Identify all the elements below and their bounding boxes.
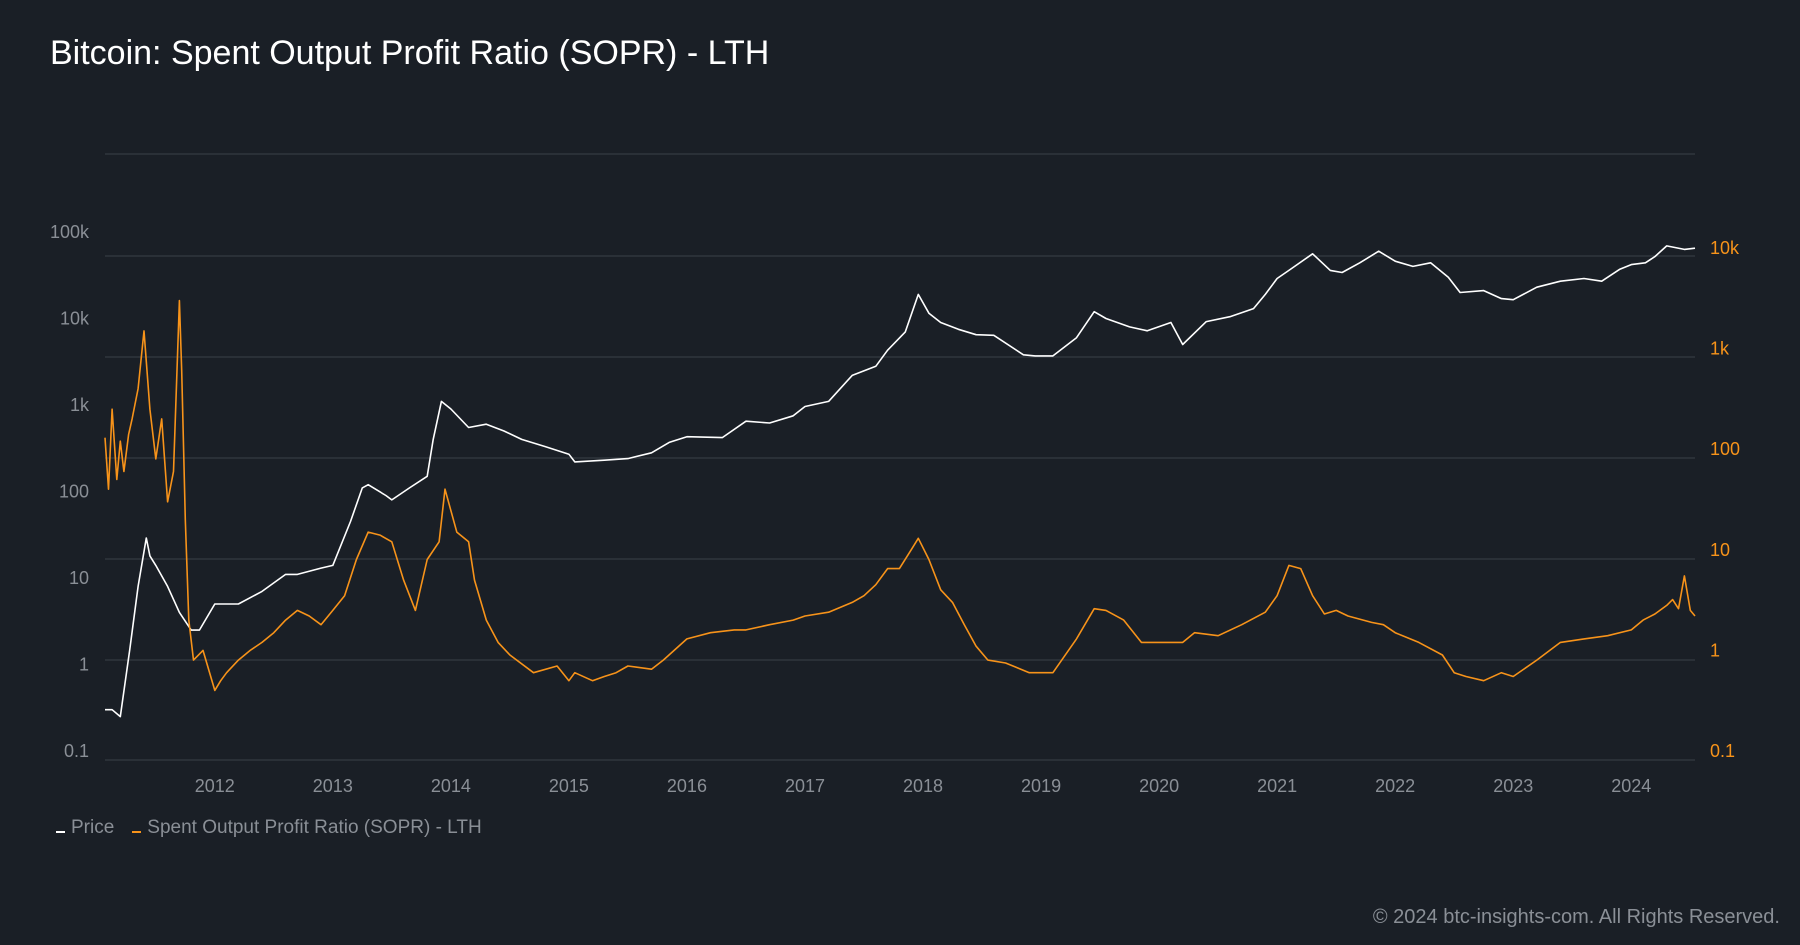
legend-item-sopr[interactable]: Spent Output Profit Ratio (SOPR) - LTH: [132, 817, 482, 839]
legend-swatch-price: [56, 831, 65, 833]
right-tick-label: 100: [1710, 439, 1740, 459]
legend-swatch-sopr: [132, 831, 142, 833]
x-axis: 2012 2013 2014 2015 2016 2017 2018 2019 2020 2021…: [195, 776, 1652, 796]
left-tick-label: 0.1: [64, 741, 89, 761]
sopr-line: [104, 299, 1696, 692]
legend: Price Spent Output Profit Ratio (SOPR) -…: [56, 817, 500, 839]
left-tick-label: 1: [79, 655, 89, 675]
x-tick-label: 2013: [313, 776, 353, 796]
legend-label-price: Price: [71, 817, 115, 838]
x-tick-label: 2019: [1021, 776, 1061, 796]
x-tick-label: 2016: [667, 776, 707, 796]
x-tick-label: 2018: [903, 776, 943, 796]
x-tick-label: 2024: [1611, 776, 1651, 796]
right-tick-label: 1: [1710, 640, 1720, 660]
x-tick-label: 2015: [549, 776, 589, 796]
x-tick-label: 2017: [785, 776, 825, 796]
left-axis: 0.1 1 10 100 1k 10k 100k: [50, 222, 90, 761]
left-tick-label: 1k: [70, 395, 90, 415]
price-line: [105, 245, 1696, 718]
x-tick-label: 2022: [1375, 776, 1415, 796]
x-tick-label: 2023: [1493, 776, 1533, 796]
x-tick-label: 2012: [195, 776, 235, 796]
x-tick-label: 2020: [1139, 776, 1179, 796]
right-tick-label: 0.1: [1710, 741, 1735, 761]
legend-item-price[interactable]: Price: [56, 817, 114, 839]
right-axis: 0.1 1 10 100 1k 10k: [1710, 238, 1740, 761]
x-tick-label: 2014: [431, 776, 471, 796]
chart-title: Bitcoin: Spent Output Profit Ratio (SOPR…: [50, 34, 770, 72]
grid-lines: [105, 153, 1695, 761]
right-tick-label: 10k: [1710, 238, 1740, 258]
series-lines: [104, 245, 1696, 718]
left-tick-label: 10: [69, 568, 89, 588]
copyright: © 2024 btc-insights-com. All Rights Rese…: [1372, 906, 1780, 928]
left-tick-label: 100k: [50, 222, 90, 242]
left-tick-label: 100: [59, 482, 89, 502]
right-tick-label: 1k: [1710, 339, 1730, 359]
left-tick-label: 10k: [60, 309, 90, 329]
legend-label-sopr: Spent Output Profit Ratio (SOPR) - LTH: [147, 817, 482, 838]
x-tick-label: 2021: [1257, 776, 1297, 796]
right-tick-label: 10: [1710, 540, 1730, 560]
